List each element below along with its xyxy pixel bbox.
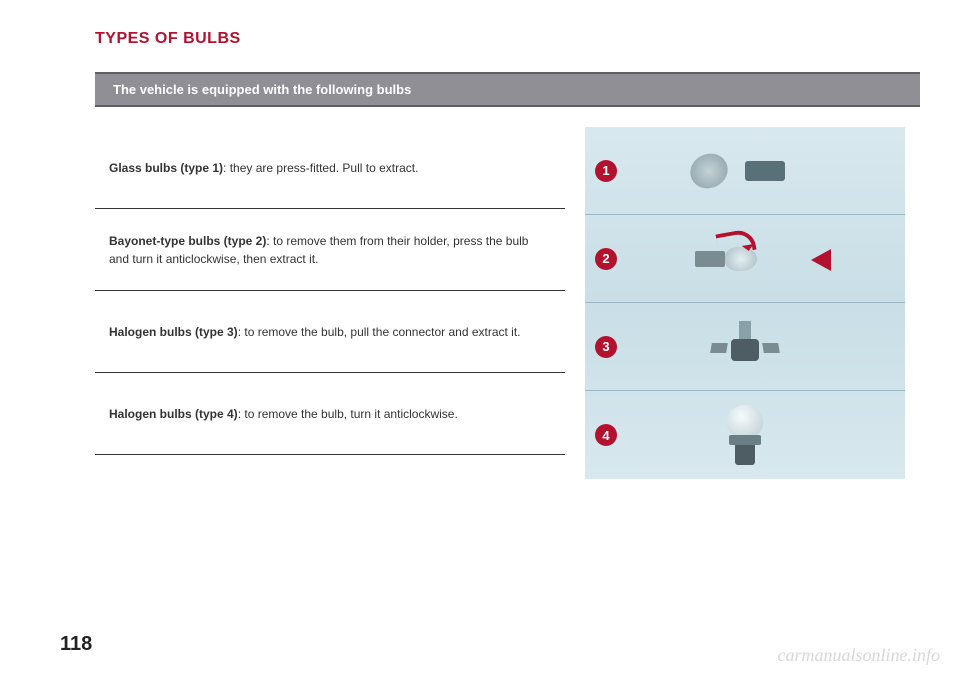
halogen-bulb-4-icon bbox=[723, 405, 767, 465]
content-area: TYPES OF BULBS The vehicle is equipped w… bbox=[95, 30, 920, 479]
bulb-desc-4: : to remove the bulb, turn it anticlockw… bbox=[238, 407, 458, 421]
bulb-name-4: Halogen bulbs (type 4) bbox=[109, 407, 238, 421]
illustration-section-1: 1 bbox=[585, 127, 905, 215]
bulb-row-1: Glass bulbs (type 1): they are press-fit… bbox=[95, 127, 565, 209]
illustration-section-2: 2 bbox=[585, 215, 905, 303]
bulb-text-2: Bayonet-type bulbs (type 2): to remove t… bbox=[109, 232, 551, 268]
bulb-name-2: Bayonet-type bulbs (type 2) bbox=[109, 234, 266, 248]
bulb-text-3: Halogen bulbs (type 3): to remove the bu… bbox=[109, 323, 521, 341]
page-title: TYPES OF BULBS bbox=[95, 30, 920, 48]
two-column-layout: Glass bulbs (type 1): they are press-fit… bbox=[95, 127, 920, 479]
bulb-illustration-panel: 1 2 3 bbox=[585, 127, 905, 479]
watermark: carmanualsonline.info bbox=[778, 645, 941, 666]
bulb-desc-1: : they are press-fitted. Pull to extract… bbox=[223, 161, 418, 175]
illustration-column: 1 2 3 bbox=[585, 127, 915, 479]
page-number: 118 bbox=[60, 633, 92, 656]
illustration-section-3: 3 bbox=[585, 303, 905, 391]
bulb-row-4: Halogen bulbs (type 4): to remove the bu… bbox=[95, 373, 565, 455]
bulb-name-3: Halogen bulbs (type 3) bbox=[109, 325, 238, 339]
bulb-text-4: Halogen bulbs (type 4): to remove the bu… bbox=[109, 405, 458, 423]
rotate-arrow-icon bbox=[715, 227, 756, 255]
bulb-row-3: Halogen bulbs (type 3): to remove the bu… bbox=[95, 291, 565, 373]
bulb-desc-3: : to remove the bulb, pull the connector… bbox=[238, 325, 521, 339]
bulb-row-2: Bayonet-type bulbs (type 2): to remove t… bbox=[95, 209, 565, 291]
section-sidebar-label: IN AN EMERGENCY bbox=[42, 0, 94, 32]
number-circle-4: 4 bbox=[595, 424, 617, 446]
descriptions-column: Glass bulbs (type 1): they are press-fit… bbox=[95, 127, 585, 479]
glass-bulb-icon bbox=[705, 156, 785, 186]
number-circle-2: 2 bbox=[595, 248, 617, 270]
number-circle-1: 1 bbox=[595, 160, 617, 182]
bulb-name-1: Glass bulbs (type 1) bbox=[109, 161, 223, 175]
number-circle-3: 3 bbox=[595, 336, 617, 358]
page: IN AN EMERGENCY TYPES OF BULBS The vehic… bbox=[0, 0, 960, 678]
halogen-bulb-3-icon bbox=[717, 321, 773, 373]
illustration-section-4: 4 bbox=[585, 391, 905, 479]
subheading-banner: The vehicle is equipped with the followi… bbox=[95, 72, 920, 107]
bulb-text-1: Glass bulbs (type 1): they are press-fit… bbox=[109, 159, 418, 177]
pull-arrow-icon bbox=[800, 249, 831, 271]
bayonet-bulb-icon bbox=[695, 239, 795, 279]
